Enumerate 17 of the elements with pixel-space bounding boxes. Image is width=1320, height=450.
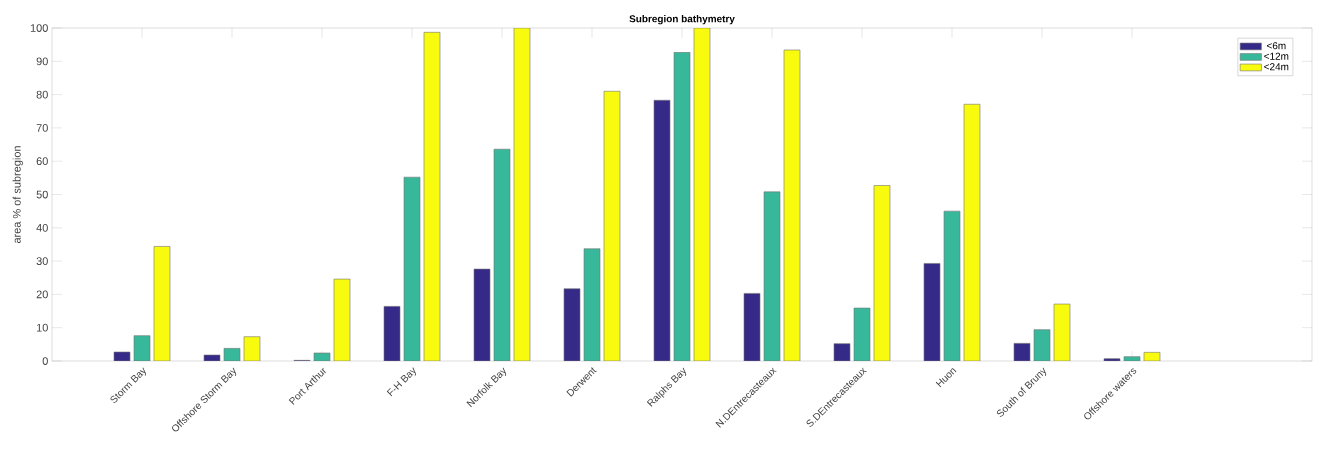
y-tick-label: 20	[36, 290, 48, 299]
y-tick-label: 40	[36, 223, 48, 232]
legend-label: <6m	[1266, 42, 1286, 50]
y-tick-label: 50	[36, 190, 48, 199]
chart-title: Subregion bathymetry	[629, 15, 735, 25]
y-tick-label: 70	[36, 124, 48, 132]
legend-label: <12m	[1264, 52, 1289, 60]
y-tick-label: 10	[36, 323, 48, 332]
y-tick-label: 30	[36, 257, 48, 265]
y-tick-label: 80	[36, 90, 48, 99]
y-tick-label: 90	[36, 57, 48, 66]
y-tick-label: 60	[36, 157, 48, 166]
y-tick-label: 100	[30, 24, 48, 32]
y-tick-label: 0	[42, 357, 48, 365]
legend-label: <24m	[1264, 63, 1289, 71]
y-axis-title: area % of subregion	[12, 146, 23, 244]
x-tick-label: F-H Bay	[386, 367, 416, 397]
